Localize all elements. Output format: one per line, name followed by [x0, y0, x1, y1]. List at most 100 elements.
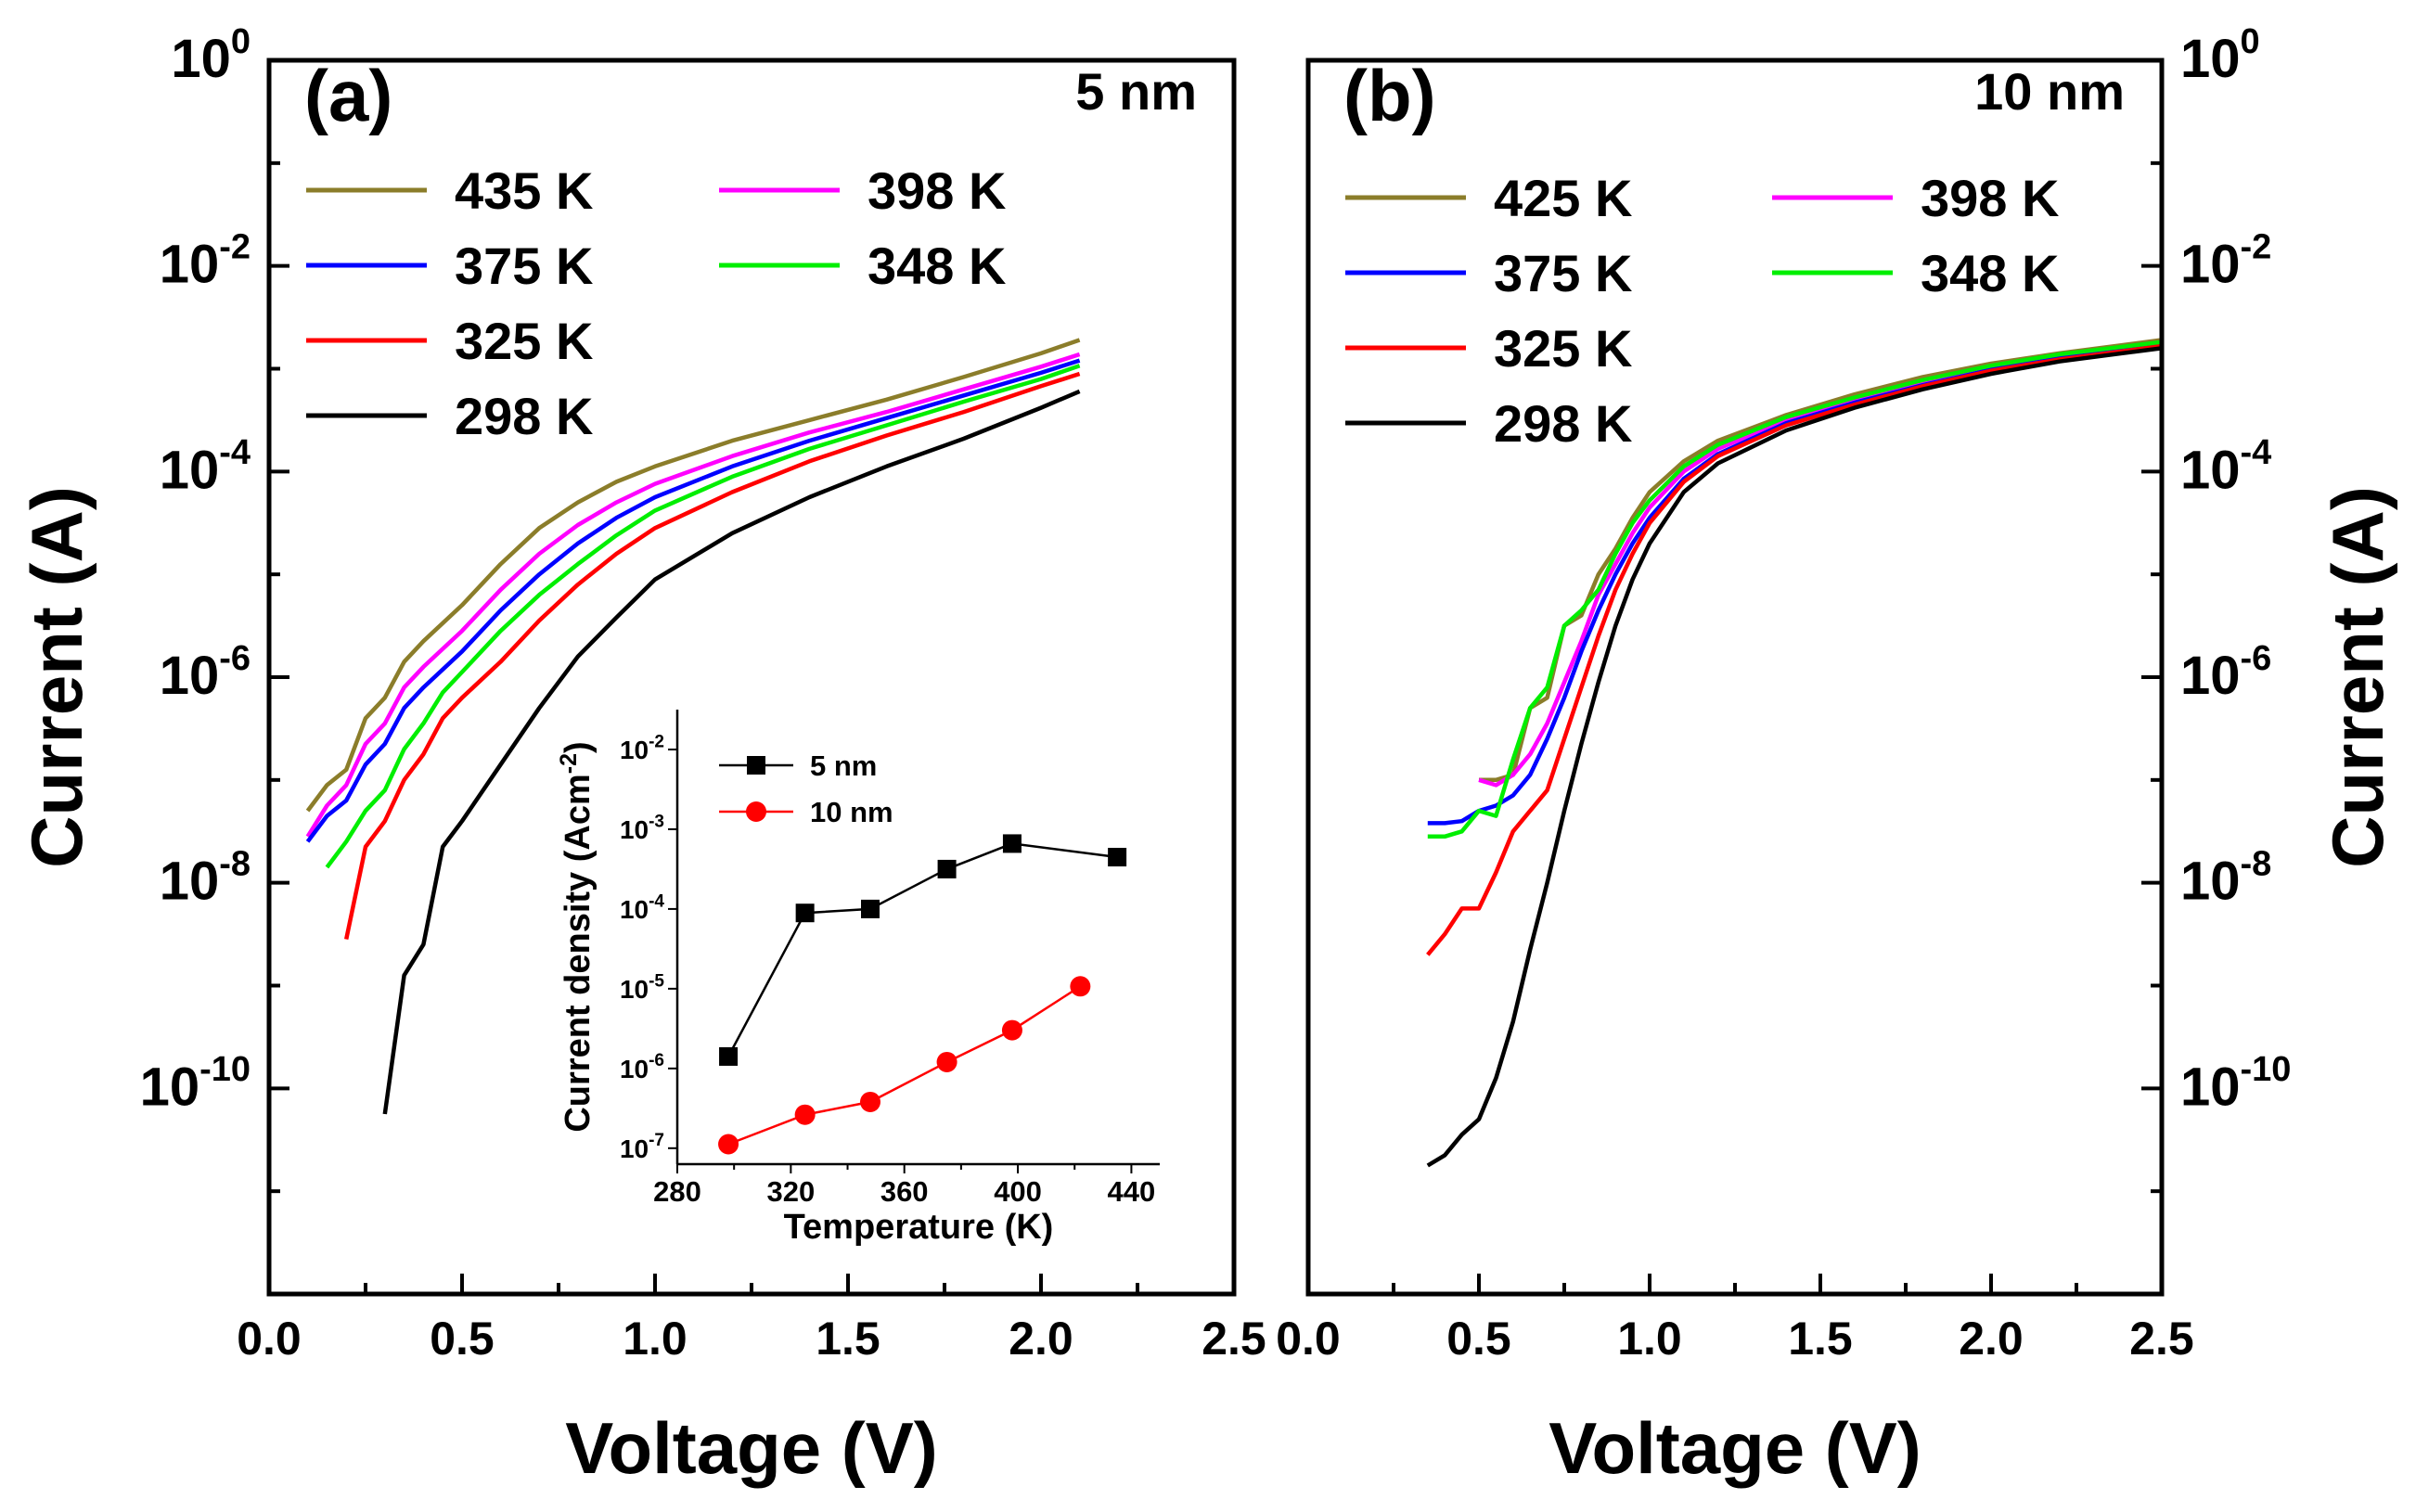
inset-y-axis-label: Current density (Acm-2)	[556, 741, 598, 1132]
y-tick-label: 10-10	[140, 1050, 251, 1117]
panel-label: (b)	[1343, 55, 1436, 136]
legend-label: 348 K	[867, 237, 1006, 295]
legend-label: 398 K	[867, 161, 1006, 220]
y-tick-label-base: 10	[171, 29, 231, 89]
inset-y-tick-label-base: 10	[620, 975, 649, 1004]
inset-y-tick-label-base: 10	[620, 1055, 649, 1083]
inset-series-line	[726, 842, 1118, 1057]
y-tick-label: 10-4	[160, 433, 251, 500]
y-tick-label-base: 10	[140, 1057, 200, 1117]
series-line-325k	[343, 371, 1081, 941]
inset-marker-square	[937, 859, 957, 878]
inset-y-tick-label-exp: -4	[649, 891, 664, 911]
y-tick-label-base: 10	[160, 852, 220, 912]
y-tick-label-exp: -6	[219, 639, 251, 678]
y-tick-label-exp: 0	[231, 22, 251, 61]
y-tick-label-exp: -10	[199, 1050, 251, 1089]
series-line-348k	[1427, 340, 2162, 839]
inset-marker-circle	[860, 1091, 880, 1112]
series-line-298k	[1426, 346, 2162, 1168]
inset-marker-circle	[936, 1051, 957, 1072]
series-line-348k	[325, 364, 1081, 869]
y-tick-label: 10-2	[2180, 228, 2271, 295]
inset-marker-circle	[1070, 976, 1091, 997]
legend-label: 398 K	[1921, 169, 2059, 227]
y-tick-label: 10-6	[2180, 639, 2271, 706]
inset-chart: 280 320 360 400 44010-210-310-410-510-610-7T…	[556, 710, 1160, 1247]
y-tick-label: 10-6	[160, 639, 251, 706]
y-tick-label: 10-8	[2180, 845, 2271, 912]
inset-y-tick-label: 10-7	[620, 1131, 664, 1163]
y-tick-label-base: 10	[2180, 852, 2241, 912]
legend-label: 375 K	[455, 237, 593, 295]
inset-marker-square	[1108, 848, 1127, 867]
x-tick-label: 2.0	[1959, 1313, 2024, 1365]
series-line-298k	[382, 389, 1081, 1115]
x-axis-label: Voltage (V)	[1549, 1407, 1921, 1489]
y-tick-label-base: 10	[2180, 1057, 2241, 1117]
inset-y-tick-label-base: 10	[620, 1134, 649, 1163]
inset-legend-label: 10 nm	[810, 796, 893, 828]
inset-y-label-main: Current density (Acm	[559, 774, 598, 1132]
x-tick-label: 0.5	[430, 1313, 495, 1365]
inset-marker-circle	[718, 1134, 739, 1155]
inset-x-tick-label: 360	[880, 1175, 929, 1208]
series-line-325k	[1426, 343, 2162, 956]
inset-y-label-sup: -2	[556, 753, 582, 774]
y-tick-label-base: 10	[160, 440, 220, 500]
y-tick-label-exp: -10	[2241, 1050, 2292, 1089]
y-tick-label-base: 10	[2180, 440, 2241, 500]
inset-y-tick-label-exp: -7	[649, 1131, 664, 1150]
legend-label: 375 K	[1494, 244, 1632, 302]
inset-y-label-tail: )	[559, 741, 598, 753]
y-tick-label-exp: -4	[219, 433, 251, 472]
inset-y-tick-label-exp: -5	[649, 971, 664, 991]
panel-a: 0.0 0.5 1.0 1.5 2.0 2.510010-210-410-610-810-…	[16, 22, 1266, 1489]
y-tick-label: 100	[2180, 22, 2260, 89]
series-group	[1426, 338, 2162, 1168]
x-tick-label: 1.0	[623, 1313, 688, 1365]
inset-x-tick-label: 280	[653, 1175, 701, 1208]
inset-legend-marker	[747, 756, 765, 775]
y-tick-label-exp: -8	[2241, 845, 2272, 884]
series-line-375k	[305, 358, 1081, 843]
inset-y-tick-label-base: 10	[620, 736, 649, 764]
series-line-398k	[305, 352, 1081, 838]
x-tick-label: 1.5	[1788, 1313, 1853, 1365]
inset-y-tick-label: 10-6	[620, 1051, 664, 1083]
y-tick-label-exp: -4	[2241, 433, 2272, 472]
legend-label: 298 K	[455, 387, 593, 445]
y-axis-label: Current (A)	[16, 486, 97, 868]
y-tick-label-base: 10	[160, 646, 220, 706]
y-tick-label-exp: 0	[2241, 22, 2260, 61]
y-tick-label: 10-10	[2180, 1050, 2291, 1117]
legend-label: 425 K	[1494, 169, 1632, 227]
y-tick-label: 10-2	[160, 228, 251, 295]
legend-label: 298 K	[1494, 394, 1632, 453]
legend-label: 348 K	[1921, 244, 2059, 302]
panel-label: (a)	[304, 55, 392, 136]
legend-label: 325 K	[1494, 319, 1632, 378]
inset-y-tick-label-exp: -3	[649, 812, 664, 831]
x-tick-label: 1.0	[1617, 1313, 1682, 1365]
inset-y-tick-label: 10-5	[620, 971, 664, 1004]
inset-y-tick-label: 10-4	[620, 891, 664, 924]
inset-marker-circle	[1001, 1019, 1022, 1041]
x-tick-label: 0.0	[237, 1313, 302, 1365]
y-tick-label-exp: -2	[2241, 228, 2272, 267]
inset-marker-square	[1002, 834, 1022, 853]
y-tick-label: 10-8	[160, 845, 251, 912]
inset-series-line	[727, 985, 1082, 1146]
y-tick-label-exp: -2	[219, 228, 251, 267]
inset-y-tick-label-base: 10	[620, 815, 649, 844]
legend-label: 435 K	[455, 161, 593, 220]
x-tick-label: 2.5	[1202, 1313, 1266, 1365]
inset-x-tick-label: 320	[766, 1175, 815, 1208]
y-axis-label: Current (A)	[2317, 486, 2398, 868]
legend-label: 325 K	[455, 312, 593, 370]
series-group	[305, 338, 1081, 1115]
y-tick-label: 10-4	[2180, 433, 2271, 500]
inset-x-tick-label: 440	[1108, 1175, 1156, 1208]
inset-legend-label: 5 nm	[810, 750, 877, 782]
